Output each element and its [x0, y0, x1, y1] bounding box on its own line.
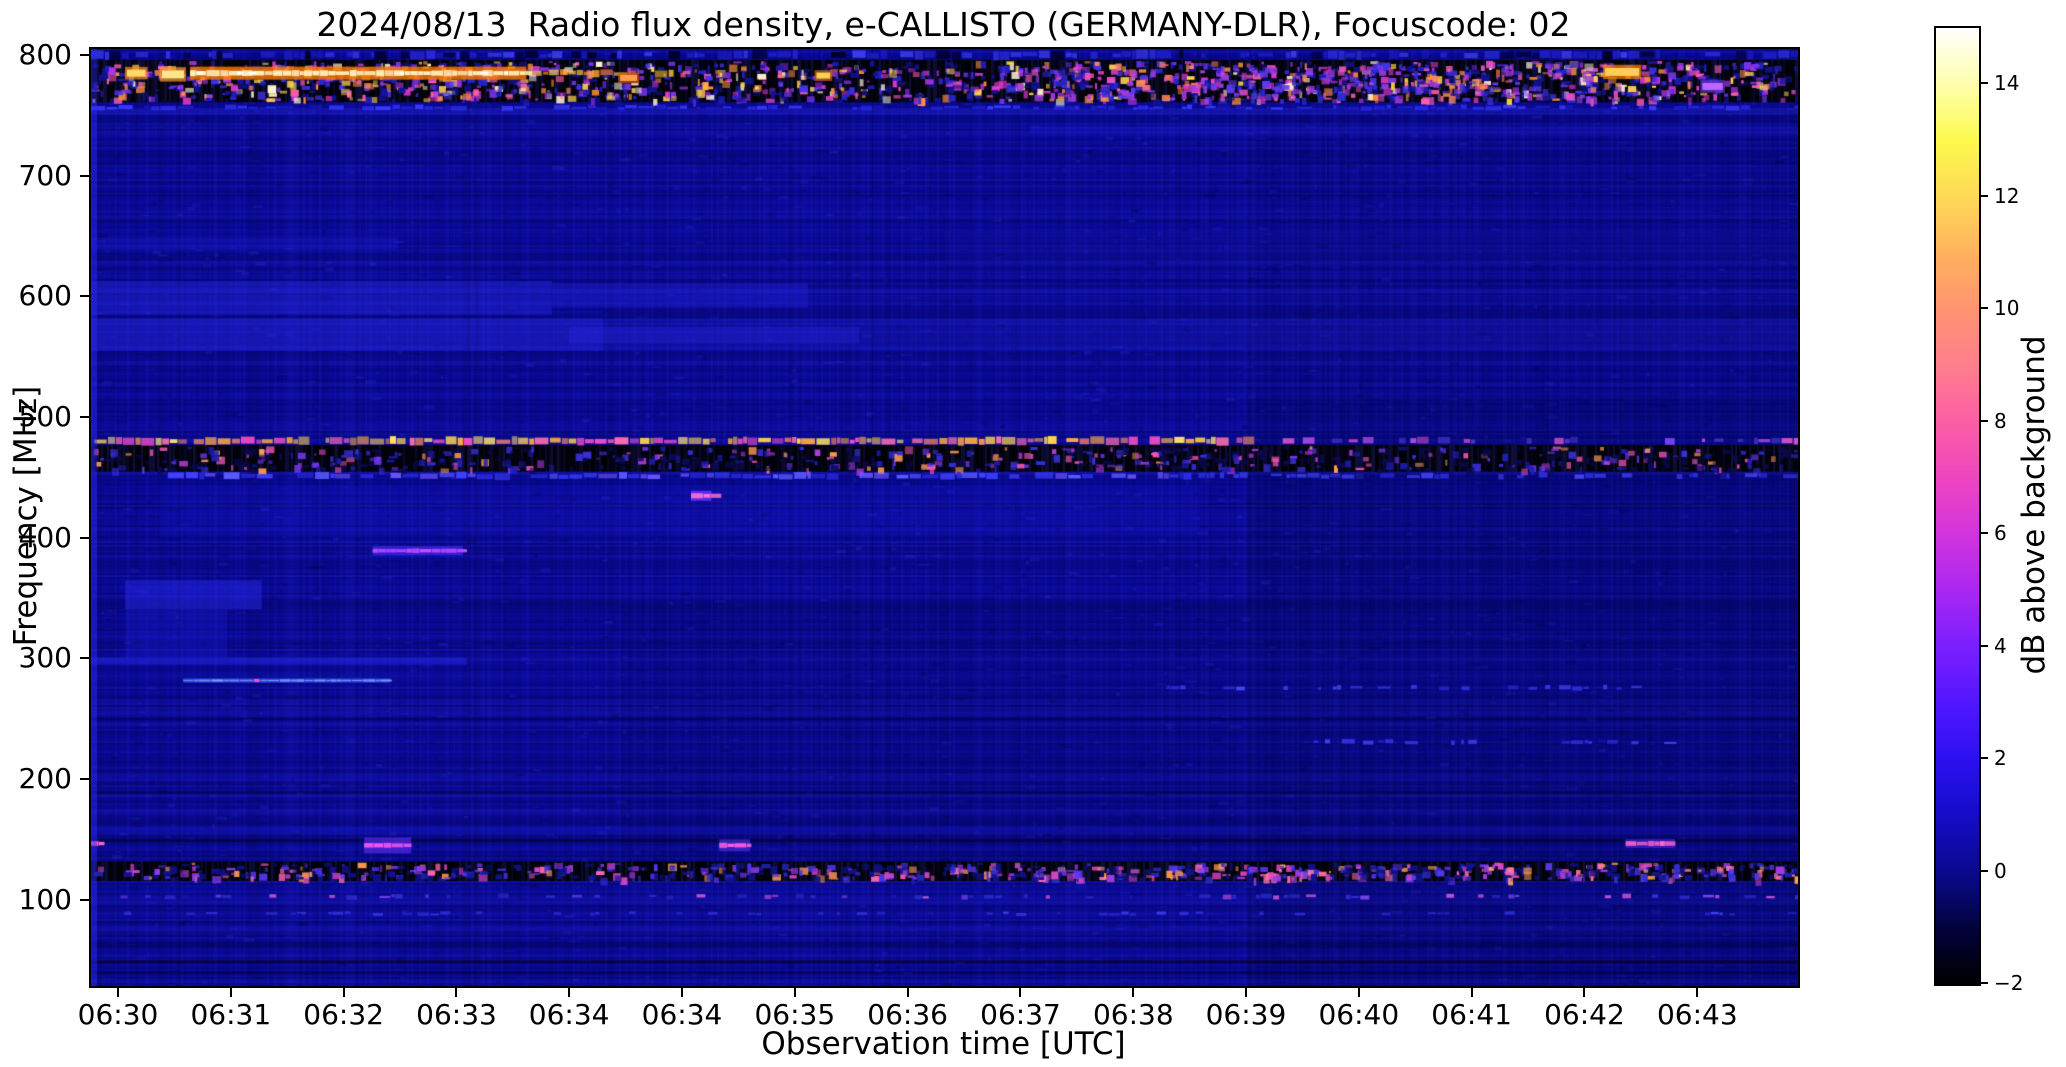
- colorbar-tick-label: 2: [1994, 746, 2007, 771]
- x-tick-mark: [1470, 987, 1473, 997]
- x-tick-mark: [680, 987, 683, 997]
- colorbar-tick-label: 4: [1994, 633, 2007, 658]
- x-tick-label: 06:40: [1318, 998, 1400, 1031]
- colorbar-tick-label: 10: [1994, 296, 2020, 321]
- y-tick-label: 300: [18, 641, 72, 675]
- colorbar-tick-mark: [1980, 194, 1988, 197]
- x-tick-label: 06:34: [641, 998, 723, 1031]
- colorbar-tick-label: −2: [1994, 971, 2024, 995]
- x-tick-label: 06:42: [1544, 998, 1625, 1031]
- x-tick-label: 06:35: [754, 998, 836, 1031]
- colorbar-canvas: [1936, 28, 1979, 984]
- x-tick-mark: [1132, 987, 1135, 997]
- colorbar-tick-label: 8: [1994, 408, 2007, 433]
- colorbar: [1934, 26, 1981, 986]
- y-axis-label: Frequency [MHz]: [8, 385, 44, 647]
- colorbar-tick-mark: [1980, 532, 1988, 535]
- colorbar-tick-mark: [1980, 757, 1988, 760]
- x-tick-label: 06:31: [190, 998, 272, 1031]
- plot-area: [89, 47, 1800, 988]
- y-tick-label: 700: [18, 158, 72, 192]
- x-tick-label: 06:38: [1092, 998, 1174, 1031]
- colorbar-label: dB above background: [2016, 335, 2052, 675]
- x-tick-label: 06:36: [867, 998, 948, 1031]
- x-tick-mark: [793, 987, 796, 997]
- spectrogram-canvas: [91, 49, 1798, 986]
- x-tick-mark: [116, 987, 119, 997]
- colorbar-tick-mark: [1980, 982, 1988, 984]
- x-tick-mark: [229, 987, 232, 997]
- x-axis-label: Observation time [UTC]: [761, 1026, 1126, 1062]
- x-tick-mark: [342, 987, 345, 997]
- y-tick-label: 600: [18, 279, 72, 313]
- colorbar-tick-label: 6: [1994, 521, 2007, 546]
- x-tick-mark: [568, 987, 571, 997]
- colorbar-tick-mark: [1980, 82, 1988, 85]
- x-tick-mark: [906, 987, 909, 997]
- x-tick-label: 06:39: [1205, 998, 1287, 1031]
- x-tick-mark: [1244, 987, 1247, 997]
- y-tick-label: 200: [18, 762, 72, 796]
- x-tick-label: 06:30: [77, 998, 159, 1031]
- x-tick-label: 06:32: [303, 998, 384, 1031]
- x-tick-mark: [1696, 987, 1699, 997]
- colorbar-tick-label: 12: [1994, 183, 2020, 208]
- x-tick-label: 06:43: [1656, 998, 1738, 1031]
- x-tick-label: 06:34: [528, 998, 610, 1031]
- x-tick-mark: [1357, 987, 1360, 997]
- colorbar-tick-mark: [1980, 307, 1988, 310]
- y-tick-label: 800: [18, 38, 72, 72]
- colorbar-tick-mark: [1980, 644, 1988, 647]
- y-tick-label: 100: [18, 882, 72, 916]
- colorbar-tick-label: 0: [1994, 858, 2007, 883]
- x-tick-label: 06:37: [980, 998, 1061, 1031]
- colorbar-tick-mark: [1980, 419, 1988, 422]
- plot-title: 2024/08/13 Radio flux density, e-CALLIST…: [316, 5, 1571, 44]
- x-tick-label: 06:33: [416, 998, 497, 1031]
- x-tick-mark: [1019, 987, 1022, 997]
- colorbar-tick-label: 14: [1994, 71, 2020, 96]
- x-tick-mark: [455, 987, 458, 997]
- colorbar-tick-mark: [1980, 869, 1988, 872]
- x-tick-mark: [1583, 987, 1586, 997]
- x-tick-label: 06:41: [1431, 998, 1512, 1031]
